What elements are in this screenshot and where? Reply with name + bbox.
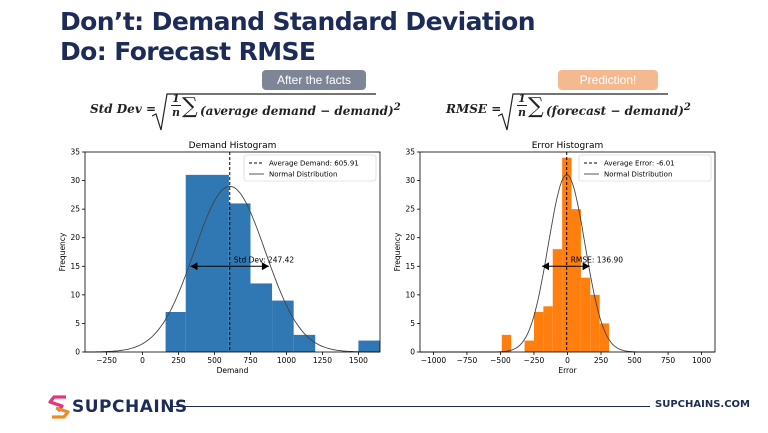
website-link[interactable]: SUPCHAINS.COM [655,399,750,410]
chart0-ylabel: Frequency [58,232,67,271]
chart0-xtick-label-1: 0 [140,356,145,365]
supchains-logo-icon [48,395,70,419]
chart0-arrow-right-icon [261,262,269,271]
chart0-xtick-label-3: 500 [207,356,222,365]
heading-dont: Don’t: Demand Standard Deviation [60,7,536,36]
chart0-xtick-label-4: 750 [243,356,258,365]
chart1-bar-8 [590,294,600,352]
chart1-ytick-label-0: 0 [410,348,415,357]
chart0-bar-0 [165,312,186,352]
chart1-title: Error Histogram [532,141,604,151]
chart1-bar-4 [552,249,563,352]
chart1-legend [578,154,712,182]
chart0-ytick-label-1: 5 [75,319,80,328]
chart1-xtick-label-5: 250 [594,356,609,365]
fraction-numerator: 1 [517,92,527,106]
chart1-xtick-label-6: 500 [627,356,642,365]
chart1-ytick-label-7: 35 [405,148,415,157]
rmse-exponent: 2 [683,102,691,113]
chart1-xtick-label-1: −750 [457,356,478,365]
chart1-xtick-label-7: 750 [661,356,676,365]
sum-icon: ∑ [182,94,198,119]
rmse-formula: RMSE = 1 n ∑ (forecast − demand)2 [446,88,691,134]
std-dev-exponent: 2 [393,102,401,113]
chart0-xtick-label-2: 250 [171,356,186,365]
chart0-xlabel: Demand [217,366,249,375]
error-histogram-chart: RMSE: 136.90−1000 −750 −500 −250 0 250 500 750 1… [393,141,716,375]
chart1-xtick-label-8: 1000 [692,356,711,365]
prediction-badge: Prediction! [558,70,658,90]
sqrt-sign-icon [498,93,668,131]
chart0-legend-label-normal: Normal Distribution [269,171,337,179]
chart1-xtick-label-0: −1000 [421,356,447,365]
chart0-bar-6 [358,340,380,352]
chart1-ytick-label-2: 10 [405,290,415,299]
chart1-bar-9 [599,323,610,352]
chart0-ytick-label-5: 25 [70,205,80,214]
chart1-legend-label-mean: Average Error: -6.01 [604,160,675,168]
chart0-ytick-label-2: 10 [70,290,80,299]
chart0-ytick-label-7: 35 [70,148,80,157]
chart1-arrow-right-icon [582,262,590,271]
after-the-facts-badge: After the facts [262,70,366,90]
chart1-legend-label-normal: Normal Distribution [604,171,672,179]
chart1-ylabel: Frequency [393,232,402,271]
chart0-xtick-label-0: −250 [96,356,117,365]
chart1-xtick-label-2: −500 [490,356,511,365]
chart0-frame [84,151,381,353]
chart1-bar-1 [524,340,534,352]
fraction-numerator: 1 [171,92,181,106]
chart1-annotation: RMSE: 136.90 [571,255,624,264]
rmse-formula-lhs: RMSE = [446,102,502,116]
chart1-ytick-label-3: 15 [405,262,415,271]
sum-icon: ∑ [528,94,544,119]
chart0-legend-label-mean: Average Demand: 605.91 [269,160,359,168]
chart1-bar-6 [571,209,581,352]
chart0-bar-4 [272,300,294,352]
chart0-bar-1 [185,174,229,352]
std-dev-formula-lhs: Std Dev = [90,102,157,116]
sqrt-sign-icon [152,93,376,131]
chart0-legend [243,154,377,182]
chart1-bar-3 [543,306,553,352]
chart1-xtick-label-4: 0 [565,356,570,365]
fraction-denominator: n [518,106,526,119]
chart0-arrow-left-icon [190,262,198,271]
chart1-bar-0 [501,334,512,352]
demand-histogram-chart: Std Dev: 247.42−250 0 250 500 750 1000 1250 150… [58,141,381,375]
chart0-xtick-label-5: 1000 [277,356,296,365]
chart1-ytick-label-5: 25 [405,205,415,214]
brand-name: SUPCHAINS [72,397,188,417]
chart1-arrow-left-icon [542,262,550,271]
chart1-ytick-label-1: 5 [410,319,415,328]
std-dev-fraction: 1 n [171,92,181,119]
chart0-bar-2 [228,203,251,352]
chart0-title: Demand Histogram [189,141,277,151]
chart0-ytick-label-6: 30 [70,176,80,185]
chart0-ytick-label-3: 15 [70,262,80,271]
std-dev-formula: Std Dev = 1 n ∑ (average demand − demand… [90,88,401,134]
chart1-bar-2 [533,312,544,352]
chart0-xtick-label-6: 1250 [313,356,332,365]
chart0-bar-5 [293,334,316,352]
heading-do: Do: Forecast RMSE [60,37,316,66]
rmse-formula-body: (forecast − demand)2 [546,102,691,118]
rmse-fraction: 1 n [517,92,527,119]
chart0-xtick-label-7: 1500 [349,356,368,365]
chart0-ytick-label-4: 20 [70,233,80,242]
footer-divider [172,406,650,407]
chart0-bar-3 [250,283,273,352]
chart0-ytick-label-0: 0 [75,348,80,357]
chart1-ytick-label-6: 30 [405,176,415,185]
chart0-annotation: Std Dev: 247.42 [234,255,295,264]
chart1-ytick-label-4: 20 [405,233,415,242]
chart1-xlabel: Error [558,366,577,375]
chart1-xtick-label-3: −250 [524,356,545,365]
chart0-normal-curve [84,185,380,353]
chart1-bar-7 [580,277,591,352]
std-dev-formula-body: (average demand − demand)2 [200,102,401,118]
fraction-denominator: n [172,106,180,119]
